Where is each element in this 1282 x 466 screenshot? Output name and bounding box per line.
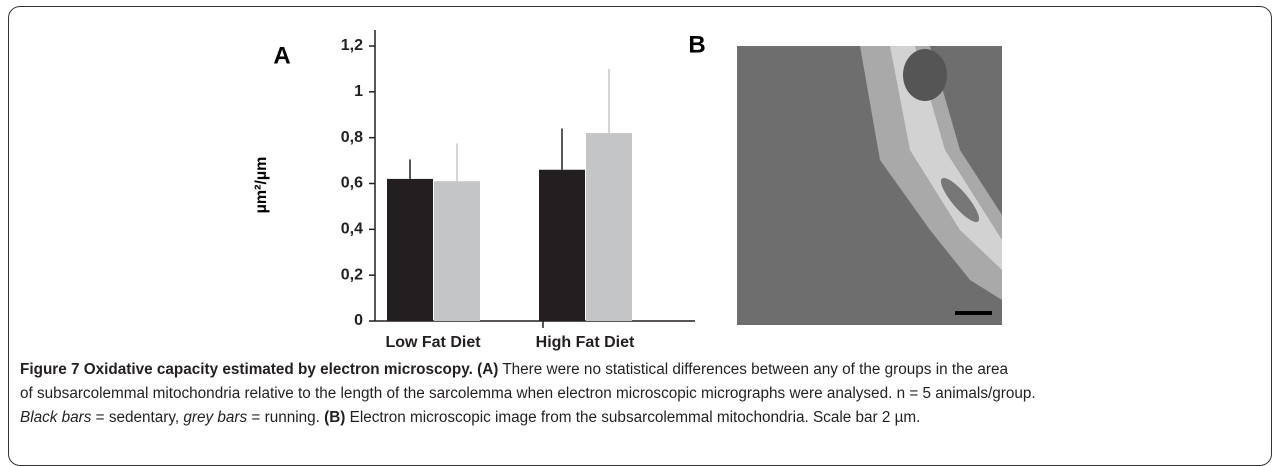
bar [387,179,433,321]
bar [539,170,585,321]
caption-panel-ref: (A) [477,361,498,378]
x-tick-label: High Fat Diet [536,334,635,351]
y-axis-label: µm²/µm [253,157,270,214]
micrograph [737,46,1002,325]
y-tick-label: 0,6 [341,175,363,192]
bar [586,133,632,321]
panel-label: B [688,31,705,58]
caption-line: Figure 7 Oxidative capacity estimated by… [20,361,1008,379]
panel-label: A [273,42,290,69]
chart: A µm²/µm B 0 0,2 0,4 0,6 0,8 1 1,2 Low Fat Diet… [0,0,1282,360]
caption-text: of subsarcolemmal mitochondria relative … [20,385,1036,402]
y-tick-label: 0,4 [341,221,363,238]
caption-text: Black bars [20,409,91,426]
y-tick-label: 0,8 [341,129,363,146]
y-tick-label: 0,2 [341,266,363,283]
caption-text: There were no statistical differences be… [498,361,1008,378]
y-tick-label: 0 [354,312,363,329]
y-tick-label: 1 [354,83,363,100]
caption-text: grey bars [183,409,247,426]
caption-text: = sedentary, [91,409,183,426]
caption-panel-ref: (B) [324,409,345,426]
caption-line: Black bars = sedentary, grey bars = runn… [20,409,920,427]
caption-text: = running. [247,409,324,426]
caption-title: Figure 7 Oxidative capacity estimated by… [20,361,473,378]
caption-line: of subsarcolemmal mitochondria relative … [20,385,1036,403]
micrograph-nucleus [903,49,947,101]
caption-text: Electron microscopic image from the subs… [345,409,920,426]
x-tick-label: Low Fat Diet [385,334,481,351]
y-tick-label: 1,2 [341,37,363,54]
bar [434,181,480,321]
page: A µm²/µm B 0 0,2 0,4 0,6 0,8 1 1,2 Low Fat Diet… [0,0,1282,453]
